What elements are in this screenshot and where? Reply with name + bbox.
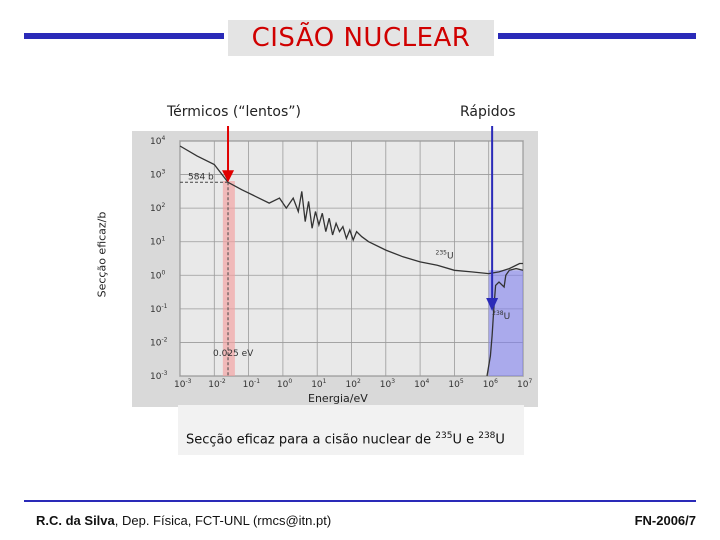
x-tick-exponent: -1 xyxy=(254,378,260,385)
y-tick-label: 103 xyxy=(150,169,165,181)
y-tick-label: 10-3 xyxy=(150,370,168,382)
x-tick-exponent: 1 xyxy=(323,378,327,385)
y-tick-exponent: 0 xyxy=(161,269,165,276)
y-tick-label: 10-2 xyxy=(150,336,168,348)
series-line-238U xyxy=(486,267,524,377)
series-line-235U xyxy=(179,145,523,275)
x-tick-exponent: 4 xyxy=(426,378,430,385)
x-tick-label: 100 xyxy=(277,378,292,390)
x-tick-exponent: 2 xyxy=(357,378,361,385)
x-tick-exponent: 5 xyxy=(460,378,464,385)
x-tick-exponent: 0 xyxy=(288,378,292,385)
y-tick-exponent: 1 xyxy=(161,236,165,243)
caption-iso2-symbol: U xyxy=(495,432,505,448)
x-tick-label: 10-2 xyxy=(208,378,226,390)
y-tick-exponent: 2 xyxy=(161,202,165,209)
u235-symbol: U xyxy=(447,252,454,262)
u235-mass: 235 xyxy=(436,250,448,257)
y-tick-label: 104 xyxy=(150,135,165,147)
x-tick-label: 107 xyxy=(517,378,532,390)
u238-symbol: U xyxy=(504,312,511,322)
footer-code: FN-2006/7 xyxy=(634,513,696,528)
fast-band xyxy=(488,270,523,376)
x-tick-label: 105 xyxy=(448,378,463,390)
slide-title: CISÃO NUCLEAR xyxy=(228,20,494,56)
thermal-band xyxy=(222,181,235,376)
y-tick-label: 102 xyxy=(150,202,165,214)
caption-iso1-mass: 235 xyxy=(435,431,453,441)
x-tick-label: 106 xyxy=(483,378,498,390)
x-axis-label: Energia/eV xyxy=(308,392,368,405)
title-bar-left xyxy=(24,33,224,39)
y-tick-exponent: -2 xyxy=(161,336,167,343)
title-bar-right xyxy=(498,33,696,39)
x-tick-exponent: 6 xyxy=(494,378,498,385)
footer-divider xyxy=(24,500,696,502)
thermal-value-label: 584 b xyxy=(188,172,214,182)
footer-credit: R.C. da Silva, Dep. Física, FCT-UNL (rmc… xyxy=(36,513,331,528)
footer-affiliation: , Dep. Física, FCT-UNL (rmcs@itn.pt) xyxy=(114,513,332,528)
u238-label: 238U xyxy=(492,310,510,322)
x-tick-label: 102 xyxy=(346,378,361,390)
x-tick-exponent: -3 xyxy=(185,378,191,385)
footer-author: R.C. da Silva xyxy=(36,513,115,528)
y-tick-exponent: -3 xyxy=(161,370,167,377)
caption-iso1-symbol: U xyxy=(452,432,462,448)
data-series xyxy=(179,145,524,377)
figure-caption: Secção eficaz para a cisão nuclear de 23… xyxy=(186,431,505,447)
x-tick-exponent: -2 xyxy=(220,378,226,385)
x-tick-label: 10-1 xyxy=(243,378,261,390)
thermal-energy-label: 0.025 eV xyxy=(213,349,254,359)
fast-label: Rápidos xyxy=(460,104,516,120)
thermal-arrow-head xyxy=(222,170,235,183)
energy-bands xyxy=(222,181,523,376)
chart-grid xyxy=(179,140,524,377)
y-tick-exponent: 3 xyxy=(161,169,165,176)
y-tick-label: 100 xyxy=(150,269,165,281)
x-tick-label: 10-3 xyxy=(174,378,192,390)
caption-iso2-mass: 238 xyxy=(478,431,496,441)
x-tick-label: 101 xyxy=(311,378,326,390)
fast-arrow-head xyxy=(486,298,499,311)
y-tick-exponent: -1 xyxy=(161,303,167,310)
u238-mass: 238 xyxy=(492,310,504,317)
pointer-arrows xyxy=(222,126,499,311)
caption-box xyxy=(178,405,524,455)
u235-label: 235U xyxy=(436,250,454,262)
caption-prefix: Secção eficaz para a cisão nuclear de xyxy=(186,432,436,448)
caption-joiner: e xyxy=(461,432,479,448)
x-tick-exponent: 7 xyxy=(528,378,532,385)
x-tick-exponent: 3 xyxy=(391,378,395,385)
thermal-label: Térmicos (“lentos”) xyxy=(167,104,301,120)
y-tick-label: 101 xyxy=(150,236,165,248)
y-tick-exponent: 4 xyxy=(161,135,165,142)
y-axis-label: Secção eficaz/b xyxy=(95,211,109,298)
y-tick-label: 10-1 xyxy=(150,303,168,315)
x-tick-label: 103 xyxy=(380,378,395,390)
x-tick-label: 104 xyxy=(414,378,429,390)
